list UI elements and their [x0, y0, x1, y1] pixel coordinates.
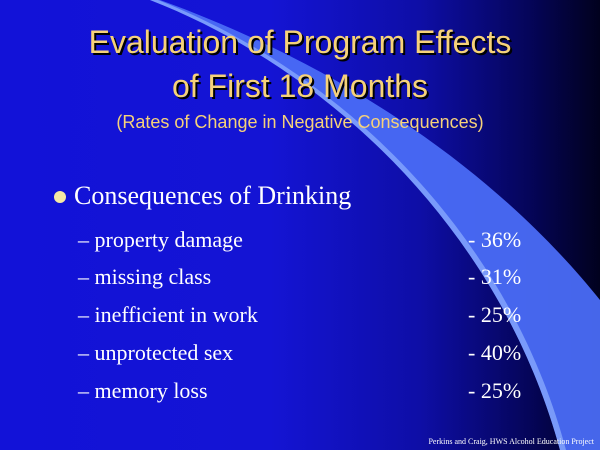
consequence-label: – inefficient in work	[78, 302, 258, 327]
consequence-value: - 36%	[468, 227, 522, 252]
slide-subtitle: (Rates of Change in Negative Consequence…	[116, 112, 484, 132]
consequence-value: - 25%	[468, 302, 522, 327]
consequence-value: - 25%	[468, 378, 522, 403]
consequence-label: – memory loss	[78, 378, 208, 403]
consequence-label: – property damage	[78, 227, 243, 252]
slide-title-line-1: Evaluation of Program Effects	[88, 24, 512, 60]
consequence-row: – property damage - 36%	[0, 225, 600, 255]
consequence-label: – missing class	[78, 264, 212, 289]
bullet-dot-icon	[54, 191, 66, 203]
consequence-row: – missing class - 31%	[0, 262, 600, 292]
consequence-value: - 40%	[468, 340, 522, 365]
consequence-label: – unprotected sex	[78, 340, 234, 365]
swoosh-shape	[150, 0, 600, 450]
bullet-heading: Consequences of Drinking	[74, 181, 352, 210]
consequence-row: – unprotected sex - 40%	[0, 338, 600, 368]
consequence-value: - 31%	[468, 264, 522, 289]
consequence-row: – memory loss - 25%	[0, 376, 600, 406]
slide-title-line-2: of First 18 Months	[171, 68, 429, 104]
footer-citation: Perkins and Craig, HWS Alcohol Education…	[428, 437, 594, 446]
consequence-row: – inefficient in work - 25%	[0, 300, 600, 330]
